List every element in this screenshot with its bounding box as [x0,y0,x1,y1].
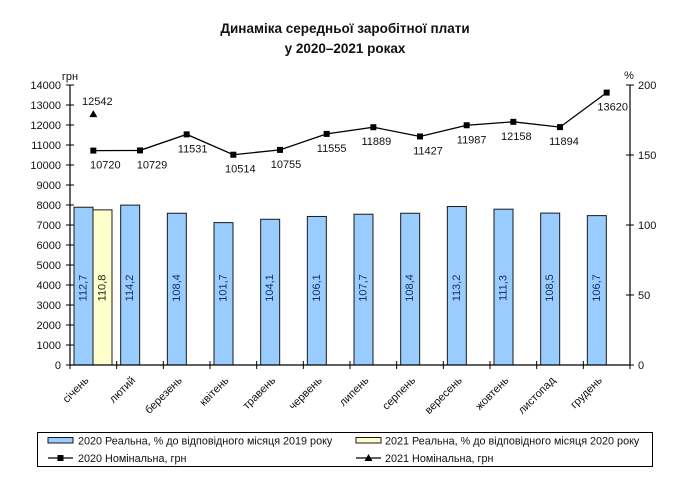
lines-layer [89,89,610,158]
legend-label-2020-nominal: 2020 Номінальна, грн [78,453,186,465]
left-axis-tick-label: 0 [55,360,61,372]
bar-data-label: 111,3 [498,275,510,301]
right-axis-tick-label: 50 [638,290,650,302]
left-axis-tick-label: 7000 [37,220,61,232]
legend-square-marker-icon [57,455,64,461]
right-axis-tick-label: 100 [638,220,656,232]
chart-title-line-1: Динаміка середньої заробітної плати [220,21,469,36]
left-axis-tick-label: 13000 [30,100,61,112]
legend-item-2020-nominal: 2020 Номінальна, грн [48,453,186,465]
legend-box [37,432,653,467]
line-point-label: 11427 [413,145,443,157]
legend-item-2021-real: 2021 Реальна, % до відповідного місяця 2… [355,436,640,448]
line-point-square-marker [230,151,237,158]
line-point-square-marker [137,147,143,154]
line-point-label: 12542 [82,96,113,108]
left-axis-tick-label: 12000 [30,120,61,132]
line-point-label: 10729 [137,159,168,171]
line-point-square-marker [510,118,517,125]
line-point-square-marker [183,131,190,138]
bar-data-label: 106,1 [311,274,323,302]
bar-data-label: 110,8 [97,275,109,302]
bar-data-label: 112,7 [78,275,90,302]
legend: 2020 Реальна, % до відповідного місяця 2… [37,432,653,467]
line-point-label: 11987 [457,134,487,146]
line-point-square-marker [370,124,377,131]
right-axis-tick-label: 0 [638,360,644,372]
left-axis-tick-label: 3000 [37,300,61,312]
legend-item-2021-nominal: 2021 Номінальна, грн [356,453,493,465]
bar-data-label: 108,4 [171,274,183,302]
left-axis-tick-label: 2000 [37,320,61,332]
legend-label-2020-real: 2020 Реальна, % до відповідного місяця 2… [78,436,333,448]
right-axis-tick-label: 200 [638,80,656,92]
line-point-square-marker [90,147,97,154]
line-point-square-marker [323,130,330,137]
bar-data-label: 101,7 [218,274,230,302]
left-axis-tick-label: 8000 [37,200,61,212]
left-axis-tick-label: 10000 [30,160,61,172]
line-point-square-marker [277,146,283,153]
line-point-label: 10720 [90,160,121,172]
legend-item-2020-real: 2020 Реальна, % до відповідного місяця 2… [47,436,333,448]
line-point-square-marker [417,133,423,140]
left-axis-tick-label: 5000 [37,260,61,272]
bars-layer [73,204,607,366]
line-2020-nominal [93,92,608,156]
bar-data-label: 114,2 [124,275,136,302]
left-axis-tick-label: 14000 [30,80,61,92]
ticks-layer: 0100020003000400050006000700080009000100… [30,80,656,372]
left-axis-tick-label: 6000 [37,240,61,252]
chart-title-line-2: у 2020–2021 роках [285,41,406,56]
bar-data-label: 104,1 [264,274,276,302]
left-axis-tick-label: 1000 [37,340,61,352]
legend-swatch-2020-real [47,437,74,444]
line-point-square-marker [463,122,470,129]
legend-label-2021-nominal: 2021 Номінальна, грн [385,453,493,465]
bar-data-label: 108,5 [544,274,556,302]
line-point-label: 11531 [178,143,208,155]
left-axis-tick-label: 9000 [37,180,61,192]
bar-data-label: 113,2 [451,275,463,302]
legend-triangle-marker-icon [364,454,373,461]
line-point-label: 11555 [317,143,347,155]
bar-data-label: 107,7 [358,274,370,302]
bar-data-label: 106,7 [591,274,603,302]
line-point-triangle-marker [89,110,98,118]
line-point-label: 13620 [597,102,628,114]
right-axis-unit-label: % [624,70,634,82]
line-point-label: 10514 [225,164,256,176]
legend-label-2021-real: 2021 Реальна, % до відповідного місяця 2… [385,436,640,448]
right-axis-tick-label: 150 [638,150,656,162]
line-point-label: 11894 [549,136,579,148]
line-point-label: 11889 [361,136,391,148]
line-point-label: 12158 [501,131,532,143]
bar-data-label: 108,4 [404,274,416,302]
line-point-square-marker [603,89,610,96]
line-point-label: 10755 [271,159,302,171]
left-axis-unit-label: грн [62,71,78,83]
left-axis-tick-label: 4000 [37,280,61,292]
line-point-square-marker [557,124,563,131]
left-axis-tick-label: 11000 [31,140,61,152]
legend-swatch-2021-real [355,437,382,444]
